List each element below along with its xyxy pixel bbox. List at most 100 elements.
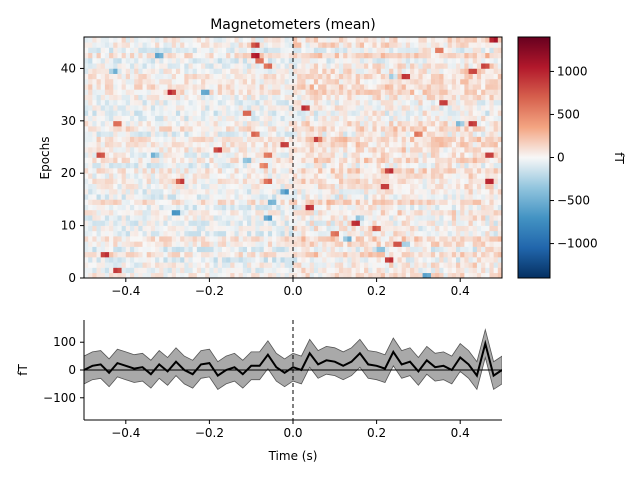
- heatmap-cell: [226, 157, 231, 164]
- heatmap-cell: [372, 188, 377, 195]
- heatmap-cell: [180, 167, 185, 174]
- heatmap-cell: [418, 73, 423, 80]
- heatmap-cell: [343, 110, 348, 116]
- heatmap-cell: [384, 147, 390, 153]
- heatmap-cell: [305, 120, 311, 127]
- heatmap-cell: [272, 131, 277, 137]
- heatmap-cell: [213, 241, 219, 247]
- heatmap-cell: [430, 84, 436, 90]
- heatmap-cell: [142, 52, 147, 59]
- heatmap-cell: [443, 68, 448, 74]
- heatmap-cell: [142, 183, 147, 190]
- heatmap-cell: [88, 57, 93, 64]
- heatmap-cell: [92, 209, 97, 216]
- heatmap-cell: [343, 42, 348, 48]
- heatmap-cell: [259, 167, 265, 174]
- heatmap-cell: [351, 272, 356, 279]
- heatmap-cell: [259, 225, 265, 232]
- heatmap-cell: [226, 209, 231, 216]
- heatmap-cell: [175, 68, 181, 74]
- heatmap-cell: [171, 173, 177, 179]
- heatmap-cell: [88, 225, 93, 232]
- heatmap-cell: [347, 188, 352, 195]
- heatmap-cell: [384, 115, 390, 122]
- heatmap-cell: [184, 84, 189, 90]
- heatmap-cell: [435, 152, 440, 158]
- heatmap-cell: [234, 173, 239, 179]
- heatmap-cell: [376, 167, 382, 174]
- heatmap-cell: [234, 157, 239, 164]
- heatmap-cell: [301, 47, 306, 54]
- heatmap-cell: [284, 120, 290, 127]
- heatmap-cell: [426, 141, 432, 148]
- heatmap-cell: [288, 57, 294, 64]
- heatmap-cell: [476, 162, 482, 169]
- heatmap-cell: [309, 37, 315, 43]
- heatmap-cell: [205, 120, 210, 127]
- heatmap-cell: [272, 173, 277, 179]
- heatmap-cell: [272, 199, 277, 205]
- heatmap-cell: [338, 251, 344, 258]
- heatmap-cell: [359, 52, 365, 59]
- heatmap-cell: [485, 173, 490, 179]
- heatmap-cell: [456, 157, 461, 164]
- heatmap-cell: [142, 194, 147, 200]
- heatmap-cell: [372, 262, 377, 268]
- heatmap-cell: [159, 141, 164, 148]
- heatmap-cell: [313, 236, 319, 242]
- heatmap-cell: [159, 84, 164, 90]
- heatmap-cell: [100, 251, 106, 258]
- heatmap-cell: [497, 110, 503, 116]
- heatmap-cell: [297, 173, 302, 179]
- heatmap-cell: [96, 173, 102, 179]
- heatmap-cell: [497, 267, 503, 274]
- heatmap-cell: [104, 199, 110, 205]
- heatmap-cell: [238, 47, 244, 54]
- heatmap-cell: [472, 42, 478, 48]
- heatmap-cell: [234, 147, 239, 153]
- heatmap-cell: [368, 199, 373, 205]
- heatmap-cell: [435, 262, 440, 268]
- heatmap-cell: [447, 257, 453, 263]
- heatmap-cell: [134, 152, 139, 158]
- heatmap-cell: [376, 157, 382, 164]
- heatmap-cell: [113, 262, 118, 268]
- heatmap-cell: [405, 57, 411, 64]
- heatmap-cell: [318, 57, 323, 64]
- heatmap-cell: [280, 110, 285, 116]
- heatmap-cell: [284, 68, 290, 74]
- heatmap-cell: [238, 99, 244, 106]
- heatmap-cell: [259, 141, 265, 148]
- heatmap-cell: [297, 241, 302, 247]
- heatmap-cell: [401, 37, 407, 43]
- heatmap-cell: [293, 68, 298, 74]
- heatmap-cell: [372, 167, 377, 174]
- heatmap-cell: [234, 209, 239, 216]
- heatmap-cell: [272, 52, 277, 59]
- heatmap-cell: [493, 131, 499, 137]
- heatmap-cell: [338, 152, 344, 158]
- heatmap-cell: [485, 136, 490, 143]
- heatmap-cell: [251, 84, 256, 90]
- heatmap-cell: [201, 173, 206, 179]
- heatmap-cell: [330, 120, 336, 127]
- heatmap-cell: [226, 57, 231, 64]
- heatmap-cell: [389, 251, 394, 258]
- heatmap-cell: [305, 147, 311, 153]
- heatmap-cell: [393, 37, 398, 43]
- heatmap-cell: [138, 199, 143, 205]
- heatmap-cell: [184, 136, 189, 143]
- heatmap-cell: [384, 204, 390, 211]
- heatmap-cell: [96, 94, 102, 101]
- heatmap-cell: [150, 99, 156, 106]
- heatmap-cell: [422, 152, 428, 158]
- heatmap-cell: [175, 236, 181, 242]
- heatmap-cell: [355, 136, 361, 143]
- heatmap-cell: [481, 230, 486, 237]
- heatmap-cell: [288, 78, 294, 85]
- heatmap-cell: [125, 37, 131, 43]
- colorbar-label: fT: [612, 152, 626, 164]
- heatmap-cell: [234, 42, 239, 48]
- heatmap-cell: [280, 262, 285, 268]
- heatmap-cell: [138, 63, 143, 69]
